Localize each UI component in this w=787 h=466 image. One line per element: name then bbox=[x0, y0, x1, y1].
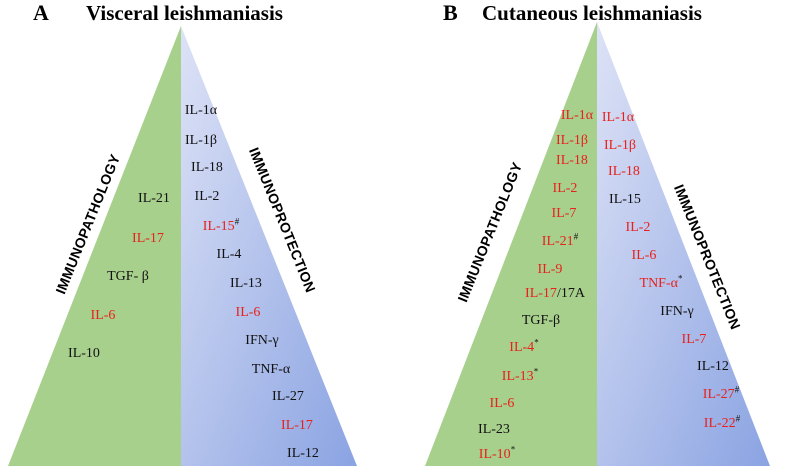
cytokine-label: IL-12 bbox=[287, 446, 319, 461]
cytokine-label: IL-2 bbox=[552, 181, 578, 196]
cytokine-label: IL-13 bbox=[230, 276, 262, 291]
cytokine-label: IL-21 bbox=[138, 191, 170, 206]
cytokine-label: IL-2 bbox=[625, 220, 651, 235]
panel-a-protection-triangle bbox=[181, 26, 357, 466]
cytokine-label: IL-4* bbox=[509, 337, 539, 355]
panel-b-title: Cutaneous leishmaniasis bbox=[482, 1, 702, 25]
cytokine-label: IL-1α bbox=[184, 103, 218, 118]
panel-b-protection-triangle bbox=[597, 22, 770, 466]
panel-a-title: Visceral leishmaniasis bbox=[86, 1, 283, 25]
cytokine-label: IFN-γ bbox=[660, 304, 694, 319]
cytokine-label: IL-1α bbox=[560, 108, 594, 123]
cytokine-label: IL-23 bbox=[478, 422, 510, 437]
cytokine-label: IL-27# bbox=[702, 384, 740, 402]
cytokine-label: IL-13* bbox=[501, 366, 539, 384]
cytokine-label: IL-1α bbox=[601, 110, 635, 125]
cytokine-label: TGF-β bbox=[521, 313, 561, 328]
cytokine-label: IL-7 bbox=[681, 332, 707, 347]
cytokine-label: IL-27 bbox=[272, 389, 304, 404]
cytokine-label: IL-15 bbox=[609, 192, 641, 207]
cytokine-label: IFN-γ bbox=[245, 333, 279, 348]
cytokine-label: IL-15# bbox=[202, 216, 240, 234]
cytokine-label: IL-21# bbox=[541, 231, 579, 249]
cytokine-label: IL-18 bbox=[191, 160, 223, 175]
cytokine-label: TNF-α bbox=[251, 362, 291, 377]
cytokine-label: IL-4 bbox=[216, 247, 242, 262]
cytokine-label: TGF- β bbox=[107, 269, 149, 284]
panel-a-pathology-triangle bbox=[8, 26, 181, 466]
cytokine-label: IL-7 bbox=[551, 206, 577, 221]
panel-a-letter: A bbox=[33, 0, 49, 25]
cytokine-label: IL-6 bbox=[90, 308, 116, 323]
cytokine-label: IL-2 bbox=[194, 189, 220, 204]
cytokine-label: IL-17 bbox=[132, 231, 164, 246]
cytokine-label: IL-17/17A bbox=[525, 286, 585, 301]
cytokine-label: IL-1β bbox=[185, 133, 217, 148]
cytokine-label: IL-22# bbox=[703, 413, 741, 431]
cytokine-label: IL-10 bbox=[68, 346, 100, 361]
cytokine-label: IL-6 bbox=[235, 305, 261, 320]
cytokine-label: IL-18 bbox=[608, 164, 640, 179]
cytokine-label: IL-6 bbox=[631, 248, 657, 263]
panel-b-letter: B bbox=[443, 0, 458, 25]
panel-b-pathology-triangle bbox=[425, 22, 597, 466]
cytokine-label: IL-1β bbox=[556, 133, 588, 148]
cytokine-label: IL-9 bbox=[537, 262, 563, 277]
cytokine-label: IL-10* bbox=[478, 444, 516, 462]
cytokine-label: IL-18 bbox=[556, 153, 588, 168]
cytokine-label: IL-17 bbox=[281, 418, 313, 433]
cytokine-label: IL-1β bbox=[604, 138, 636, 153]
cytokine-label: TNF-α* bbox=[639, 273, 683, 291]
cytokine-label: IL-6 bbox=[489, 396, 515, 411]
cytokine-label: IL-12 bbox=[697, 359, 729, 374]
